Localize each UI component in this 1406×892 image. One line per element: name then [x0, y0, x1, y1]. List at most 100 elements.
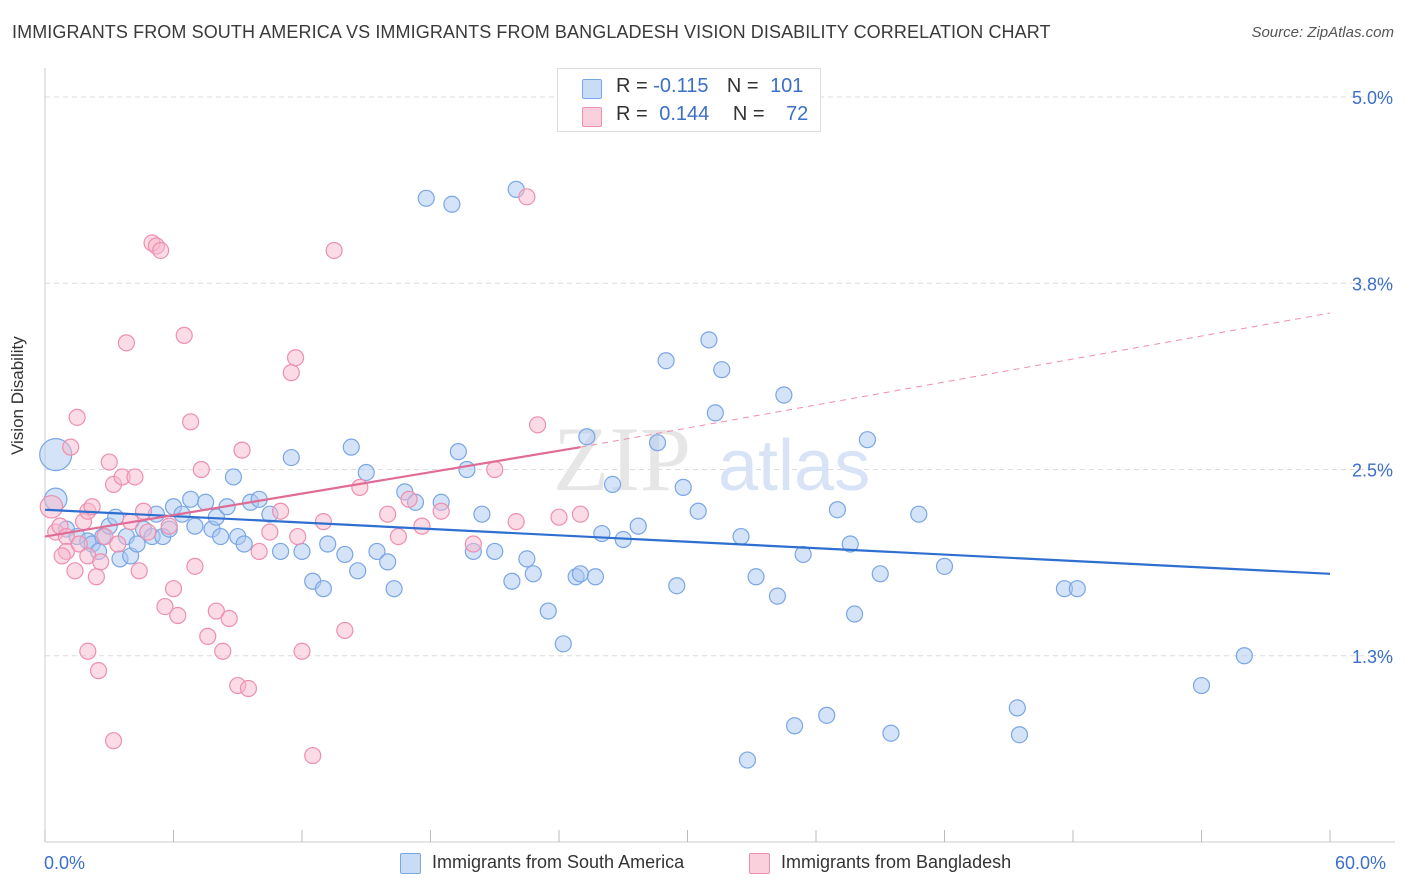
chart-title: IMMIGRANTS FROM SOUTH AMERICA VS IMMIGRA…: [12, 22, 1051, 42]
point-bangladesh: [156, 597, 174, 616]
point-south-america: [1235, 647, 1253, 665]
legend-n-label: N =: [732, 103, 765, 125]
point-bangladesh: [109, 535, 127, 553]
point-bangladesh: [70, 535, 88, 553]
point-bangladesh: [175, 326, 193, 344]
point-south-america: [539, 602, 557, 620]
point-south-america: [319, 535, 337, 553]
point-bangladesh: [87, 568, 106, 586]
x-tick-max: 60.0%: [1335, 853, 1387, 873]
x-tick-min: 0.0%: [44, 853, 86, 873]
point-south-america: [674, 478, 692, 496]
point-bangladesh: [117, 334, 135, 352]
point-bangladesh: [286, 349, 305, 367]
point-bangladesh: [325, 241, 343, 260]
point-bangladesh: [62, 438, 80, 456]
point-bangladesh: [351, 478, 369, 496]
point-bangladesh: [207, 602, 225, 620]
point-south-america: [385, 580, 403, 598]
point-bangladesh: [239, 679, 258, 698]
point-south-america: [128, 535, 146, 553]
point-bangladesh: [233, 441, 251, 459]
point-south-america: [845, 605, 864, 623]
point-south-america: [449, 443, 467, 461]
point-bangladesh: [571, 505, 590, 523]
point-south-america: [417, 189, 435, 207]
point-south-america: [747, 568, 765, 586]
point-bangladesh: [289, 527, 307, 546]
point-south-america: [603, 475, 622, 493]
point-bangladesh: [413, 517, 431, 535]
point-bangladesh: [96, 527, 114, 546]
y-tick-label: 5.0%: [1352, 88, 1393, 108]
point-south-america: [689, 502, 707, 520]
point-bangladesh: [92, 553, 110, 571]
point-south-america: [473, 505, 491, 523]
point-south-america: [768, 587, 787, 605]
point-south-america: [871, 565, 889, 583]
point-south-america: [379, 553, 397, 571]
point-south-america: [336, 545, 354, 564]
point-bangladesh: [214, 642, 232, 660]
grid-lines: [45, 96, 1395, 657]
point-south-america: [486, 542, 504, 561]
point-bangladesh: [507, 513, 525, 531]
point-south-america: [235, 535, 253, 553]
point-bangladesh: [199, 627, 217, 645]
point-south-america: [443, 195, 461, 213]
point-south-america: [775, 386, 793, 404]
watermark-atlas: atlas: [718, 426, 870, 506]
point-south-america: [212, 527, 230, 546]
point-south-america: [458, 460, 476, 479]
point-bangladesh: [192, 460, 210, 479]
point-bangladesh: [550, 508, 568, 526]
point-bangladesh: [464, 535, 482, 553]
point-south-america: [657, 352, 675, 370]
trend-line-south-america: [44, 508, 1331, 575]
point-bangladesh: [66, 562, 84, 580]
bottom-legend-swatch-pink: [749, 853, 770, 874]
point-south-america: [571, 565, 590, 583]
point-bangladesh: [336, 621, 354, 640]
point-south-america: [503, 572, 521, 590]
point-south-america: [271, 542, 290, 561]
point-bangladesh: [169, 606, 187, 625]
point-bangladesh: [282, 364, 300, 382]
point-bangladesh: [528, 416, 547, 434]
y-tick-label: 2.5%: [1352, 461, 1393, 481]
point-south-america: [1008, 699, 1026, 717]
point-bangladesh: [271, 502, 290, 520]
point-bangladesh: [164, 580, 183, 598]
point-south-america: [186, 517, 204, 535]
legend-r-label: R =: [616, 75, 648, 97]
point-bangladesh: [186, 557, 204, 575]
point-bangladesh: [134, 502, 153, 520]
legend-r-value: 0.144: [659, 103, 710, 125]
point-south-america: [882, 724, 900, 742]
legend-r-label: R =: [616, 103, 648, 125]
point-south-america: [700, 331, 718, 349]
point-south-america: [648, 434, 667, 452]
point-bangladesh: [83, 498, 101, 516]
point-south-america: [293, 542, 311, 561]
point-bangladesh: [220, 609, 238, 628]
point-south-america: [342, 438, 360, 456]
point-south-america: [368, 542, 386, 561]
point-bangladesh: [518, 188, 536, 206]
point-south-america: [282, 448, 300, 467]
point-south-america: [935, 557, 954, 575]
point-bangladesh: [126, 468, 144, 486]
point-bangladesh: [39, 494, 64, 519]
y-tick-labels: 1.3% 2.5% 3.8% 5.0%: [1352, 88, 1393, 667]
point-bangladesh: [79, 642, 97, 660]
source-label: Source: ZipAtlas.com: [1251, 24, 1394, 41]
point-south-america: [349, 562, 367, 580]
legend-swatch-blue: [582, 79, 602, 99]
watermark-zip: ZIP: [553, 408, 691, 510]
bottom-legend-label-bangladesh: Immigrants from Bangladesh: [781, 852, 1012, 872]
point-bangladesh: [152, 241, 170, 260]
point-bangladesh: [379, 505, 397, 523]
point-south-america: [357, 463, 375, 482]
point-south-america: [713, 361, 731, 379]
